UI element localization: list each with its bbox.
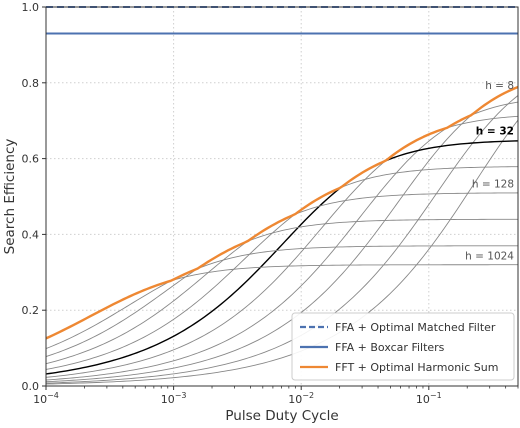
y-tick-label: 0.2 bbox=[22, 304, 40, 317]
x-axis-label: Pulse Duty Cycle bbox=[225, 408, 338, 424]
curve-label: h = 32 bbox=[476, 126, 514, 138]
x-tick-label: 10−1 bbox=[416, 391, 442, 406]
harmonic-curve bbox=[45, 140, 519, 375]
plot-frame bbox=[45, 6, 519, 387]
harmonic-curve bbox=[45, 218, 519, 357]
harmonic-sum-line bbox=[45, 85, 519, 340]
harmonic-sum-envelope bbox=[45, 85, 519, 340]
harmonic-curve bbox=[45, 95, 519, 384]
harmonic-curve bbox=[45, 119, 519, 385]
legend-box bbox=[291, 312, 515, 381]
y-tick-label: 0.0 bbox=[22, 380, 40, 393]
x-tick-label: 10−2 bbox=[288, 391, 314, 406]
harmonic-curve bbox=[45, 245, 518, 350]
curve-label: h = 8 bbox=[485, 80, 514, 92]
harmonic-curve bbox=[45, 101, 519, 381]
y-tick-label: 0.8 bbox=[22, 77, 40, 90]
y-axis-label: Search Efficiency bbox=[2, 139, 18, 255]
curve-label: h = 1024 bbox=[465, 251, 514, 263]
legend: FFA + Optimal Matched Filter FFA + Boxcar… bbox=[291, 312, 515, 381]
harmonic-curve bbox=[45, 86, 519, 383]
y-ticks: 0.0 0.2 0.4 0.6 0.8 1.0 bbox=[22, 1, 46, 393]
legend-label: FFA + Optimal Matched Filter bbox=[335, 321, 496, 334]
legend-label: FFT + Optimal Harmonic Sum bbox=[335, 361, 498, 374]
x-ticks: 10−4 10−3 10−2 10−1 bbox=[33, 386, 519, 406]
harmonic-curve bbox=[45, 166, 519, 370]
x-tick-label: 10−4 bbox=[33, 391, 59, 406]
y-tick-label: 0.4 bbox=[22, 228, 40, 241]
curve-label: h = 128 bbox=[472, 179, 514, 191]
x-tick-label: 10−3 bbox=[161, 391, 187, 406]
y-tick-label: 0.6 bbox=[22, 153, 40, 166]
legend-label: FFA + Boxcar Filters bbox=[335, 341, 445, 354]
reference-lines bbox=[46, 6, 518, 35]
curve-labels: h = 8 h = 32 h = 128 h = 1024 bbox=[465, 80, 514, 263]
y-tick-label: 1.0 bbox=[22, 1, 40, 14]
